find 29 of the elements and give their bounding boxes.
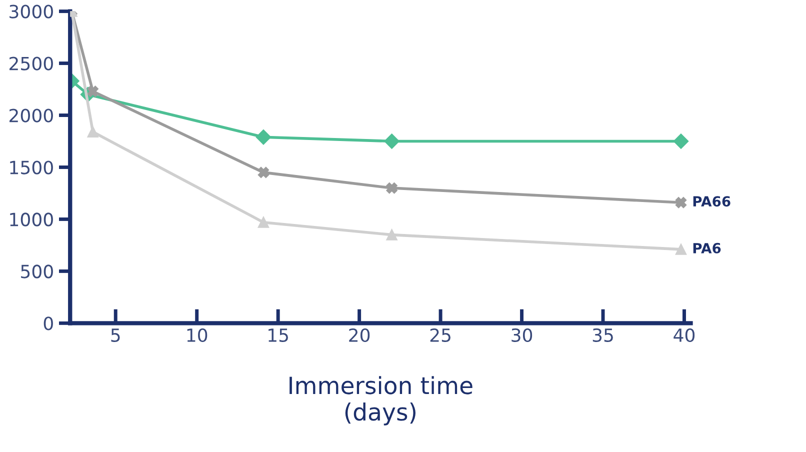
point bbox=[673, 134, 689, 149]
x-tick-label: 15 bbox=[268, 328, 288, 342]
point bbox=[675, 244, 687, 255]
point bbox=[87, 126, 98, 138]
point bbox=[258, 166, 270, 178]
x-tick-label: 40 bbox=[674, 328, 695, 342]
point bbox=[386, 182, 398, 194]
point bbox=[384, 134, 400, 149]
x-tick-label: 5 bbox=[111, 328, 120, 342]
y-tick-label: 2000 bbox=[10, 108, 53, 122]
x-axis-title: Immersion time (days) bbox=[290, 376, 472, 426]
point bbox=[256, 130, 272, 145]
point bbox=[386, 229, 398, 240]
x-tick-label: 35 bbox=[592, 328, 613, 342]
x-tick-label: 10 bbox=[187, 328, 208, 342]
x-tick-label: 30 bbox=[512, 328, 532, 342]
y-tick-label: 0 bbox=[44, 316, 53, 330]
point bbox=[675, 197, 687, 208]
y-tick-label: 2500 bbox=[10, 56, 53, 70]
point bbox=[258, 216, 270, 228]
series-label: PA6 bbox=[693, 242, 721, 254]
y-tick-label: 3000 bbox=[10, 4, 53, 18]
y-tick-label: 1500 bbox=[10, 160, 53, 174]
x-tick-label: 20 bbox=[349, 328, 370, 342]
series-label: PA66 bbox=[693, 196, 730, 207]
y-tick-label: 500 bbox=[21, 264, 53, 278]
x-tick-label: 25 bbox=[430, 328, 450, 342]
y-tick-label: 1000 bbox=[10, 212, 53, 226]
point bbox=[87, 86, 98, 97]
